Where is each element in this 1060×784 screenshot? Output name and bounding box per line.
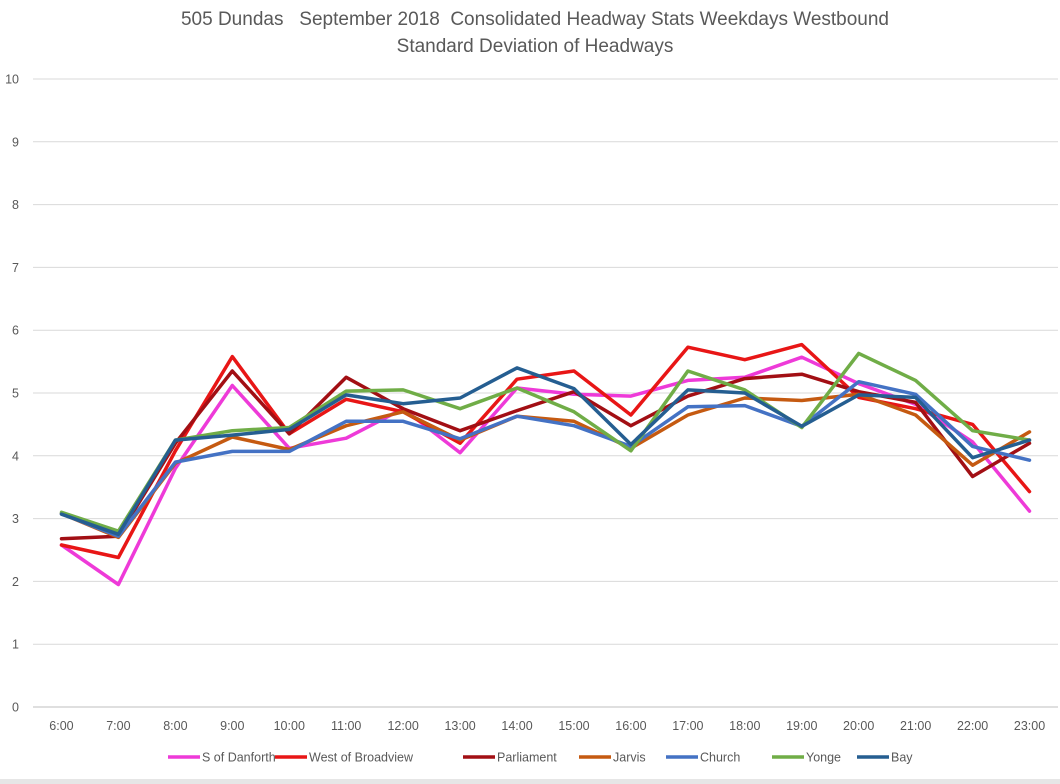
x-tick-label: 12:00: [387, 719, 418, 733]
series-line-church: [59, 379, 1032, 538]
x-tick-label: 21:00: [900, 719, 931, 733]
x-tick-label: 9:00: [220, 719, 244, 733]
y-tick-label: 9: [12, 135, 19, 149]
legend-label: West of Broadview: [309, 751, 414, 765]
series-line-yonge: [59, 351, 1032, 533]
legend-item: Church: [666, 751, 740, 765]
series-line-s-of-danforth: [59, 355, 1032, 587]
legend-item: Yonge: [772, 751, 841, 765]
legend-label: S of Danforth: [202, 751, 276, 765]
legend-label: Yonge: [806, 751, 841, 765]
legend-item: West of Broadview: [275, 751, 414, 765]
chart-subtitle: Standard Deviation of Headways: [396, 36, 674, 57]
y-axis-tick-labels: 0 1 2 3 4 5 6 7 8 9 10: [5, 73, 19, 715]
x-tick-label: 7:00: [106, 719, 130, 733]
gridlines: [33, 78, 1058, 708]
x-tick-label: 11:00: [331, 719, 361, 733]
x-tick-label: 10:00: [274, 719, 305, 733]
y-tick-label: 3: [12, 512, 19, 526]
x-tick-label: 6:00: [49, 719, 73, 733]
x-tick-label: 22:00: [957, 719, 988, 733]
y-tick-label: 7: [12, 261, 19, 275]
legend-label: Bay: [891, 751, 913, 765]
legend-label: Church: [700, 751, 740, 765]
chart-title: 505 Dundas September 2018 Consolidated H…: [180, 9, 889, 30]
legend-item: Parliament: [463, 751, 557, 765]
legend-label: Jarvis: [613, 751, 646, 765]
legend-item: Jarvis: [579, 751, 646, 765]
x-axis-tick-labels: 6:00 7:00 8:00 9:00 10:00 11:00 12:00 13:00 14:0…: [49, 719, 1045, 733]
y-tick-label: 10: [5, 73, 19, 87]
y-tick-label: 2: [12, 575, 19, 589]
x-tick-label: 23:00: [1014, 719, 1045, 733]
x-tick-label: 17:00: [672, 719, 703, 733]
window-bottom-strip: [0, 779, 1060, 784]
x-tick-label: 20:00: [843, 719, 874, 733]
x-tick-label: 14:00: [501, 719, 532, 733]
series-line-bay: [59, 366, 1032, 537]
series-line-jarvis: [59, 392, 1032, 540]
x-tick-label: 19:00: [786, 719, 817, 733]
y-tick-label: 4: [12, 449, 19, 463]
series-lines: [59, 342, 1032, 587]
y-tick-label: 6: [12, 324, 19, 338]
y-tick-label: 0: [12, 701, 19, 715]
x-tick-label: 16:00: [615, 719, 646, 733]
x-tick-label: 13:00: [444, 719, 475, 733]
legend-label: Parliament: [497, 751, 557, 765]
y-tick-label: 1: [12, 638, 19, 652]
y-tick-label: 8: [12, 198, 19, 212]
x-tick-label: 8:00: [163, 719, 187, 733]
y-tick-label: 5: [12, 387, 19, 401]
legend: S of Danforth West of Broadview Parliament…: [168, 751, 913, 765]
x-tick-label: 15:00: [558, 719, 589, 733]
legend-item: S of Danforth: [168, 751, 276, 765]
x-tick-label: 18:00: [729, 719, 760, 733]
legend-item: Bay: [857, 751, 913, 765]
